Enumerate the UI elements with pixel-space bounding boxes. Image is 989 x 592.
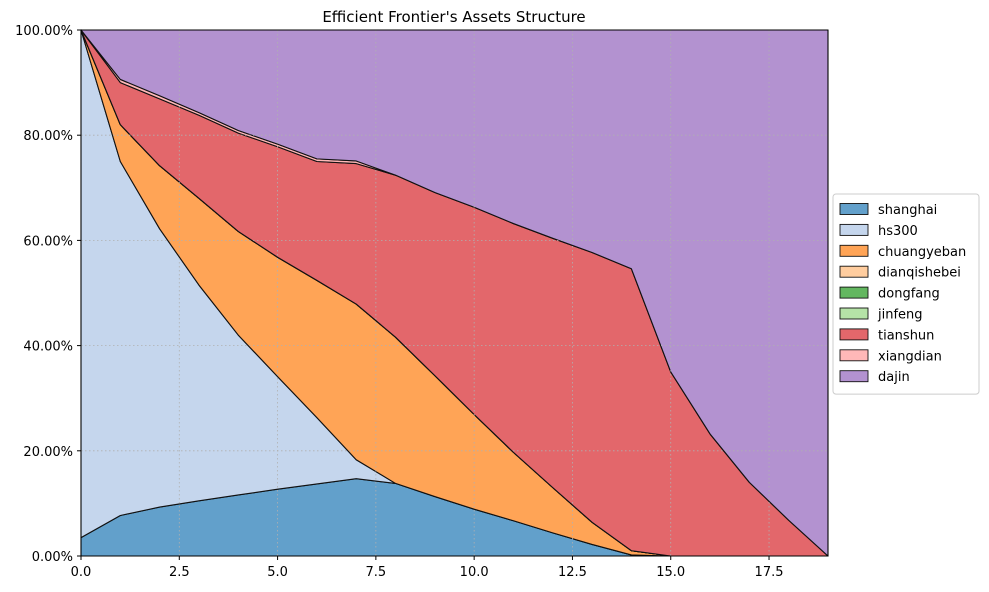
- legend-label-hs300: hs300: [878, 224, 918, 239]
- y-tick-label: 60.00%: [23, 234, 73, 249]
- legend-swatch-dianqishebei: [839, 265, 869, 278]
- x-tick-label: 12.5: [558, 565, 587, 580]
- legend-swatch-shanghai: [839, 203, 869, 215]
- x-tick-label: 5.0: [267, 565, 288, 580]
- x-tick-label: 7.5: [366, 565, 387, 580]
- y-tick-label: 20.00%: [23, 445, 73, 460]
- legend: shanghai hs300 chuangyeban dianqishebei dong…: [832, 193, 980, 395]
- legend-label-dianqishebei: dianqishebei: [878, 266, 961, 281]
- legend-swatch-chuangyeban: [839, 244, 869, 257]
- legend-label-dongfang: dongfang: [878, 287, 940, 302]
- x-tick-label: 0.0: [71, 565, 92, 580]
- y-axis: 0.00% 20.00% 40.00% 60.00% 80.00% 100.00%: [15, 24, 81, 565]
- legend-swatch-tianshun: [839, 328, 869, 341]
- legend-label-xiangdian: xiangdian: [878, 349, 942, 364]
- y-tick-label: 40.00%: [23, 340, 73, 355]
- y-tick-label: 80.00%: [23, 129, 73, 144]
- x-axis: 0.0 2.5 5.0 7.5 10.0 12.5 15.0 17.5: [71, 556, 784, 580]
- legend-label-dajin: dajin: [878, 370, 910, 385]
- legend-label-shanghai: shanghai: [878, 203, 937, 218]
- legend-label-chuangyeban: chuangyeban: [878, 245, 966, 260]
- legend-label-tianshun: tianshun: [878, 328, 934, 343]
- chart-title: Efficient Frontier's Assets Structure: [322, 8, 585, 26]
- x-tick-label: 17.5: [755, 565, 784, 580]
- legend-swatch-dajin: [839, 370, 869, 383]
- legend-label-jinfeng: jinfeng: [877, 308, 923, 323]
- y-tick-label: 0.00%: [32, 550, 73, 565]
- y-tick-label: 100.00%: [15, 24, 73, 39]
- legend-swatch-jinfeng: [839, 307, 869, 320]
- legend-swatch-dongfang: [839, 286, 869, 299]
- x-tick-label: 15.0: [656, 565, 685, 580]
- plot-frame: [80, 29, 829, 557]
- legend-box: [832, 193, 980, 395]
- area-layers: [80, 29, 829, 557]
- x-tick-label: 10.0: [460, 565, 489, 580]
- x-tick-label: 2.5: [169, 565, 190, 580]
- legend-swatch-xiangdian: [839, 349, 869, 362]
- legend-swatch-hs300: [839, 223, 869, 236]
